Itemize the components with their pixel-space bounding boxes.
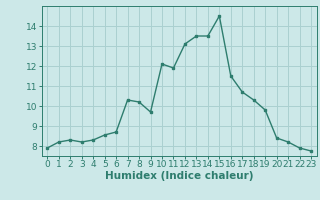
X-axis label: Humidex (Indice chaleur): Humidex (Indice chaleur) [105,171,253,181]
